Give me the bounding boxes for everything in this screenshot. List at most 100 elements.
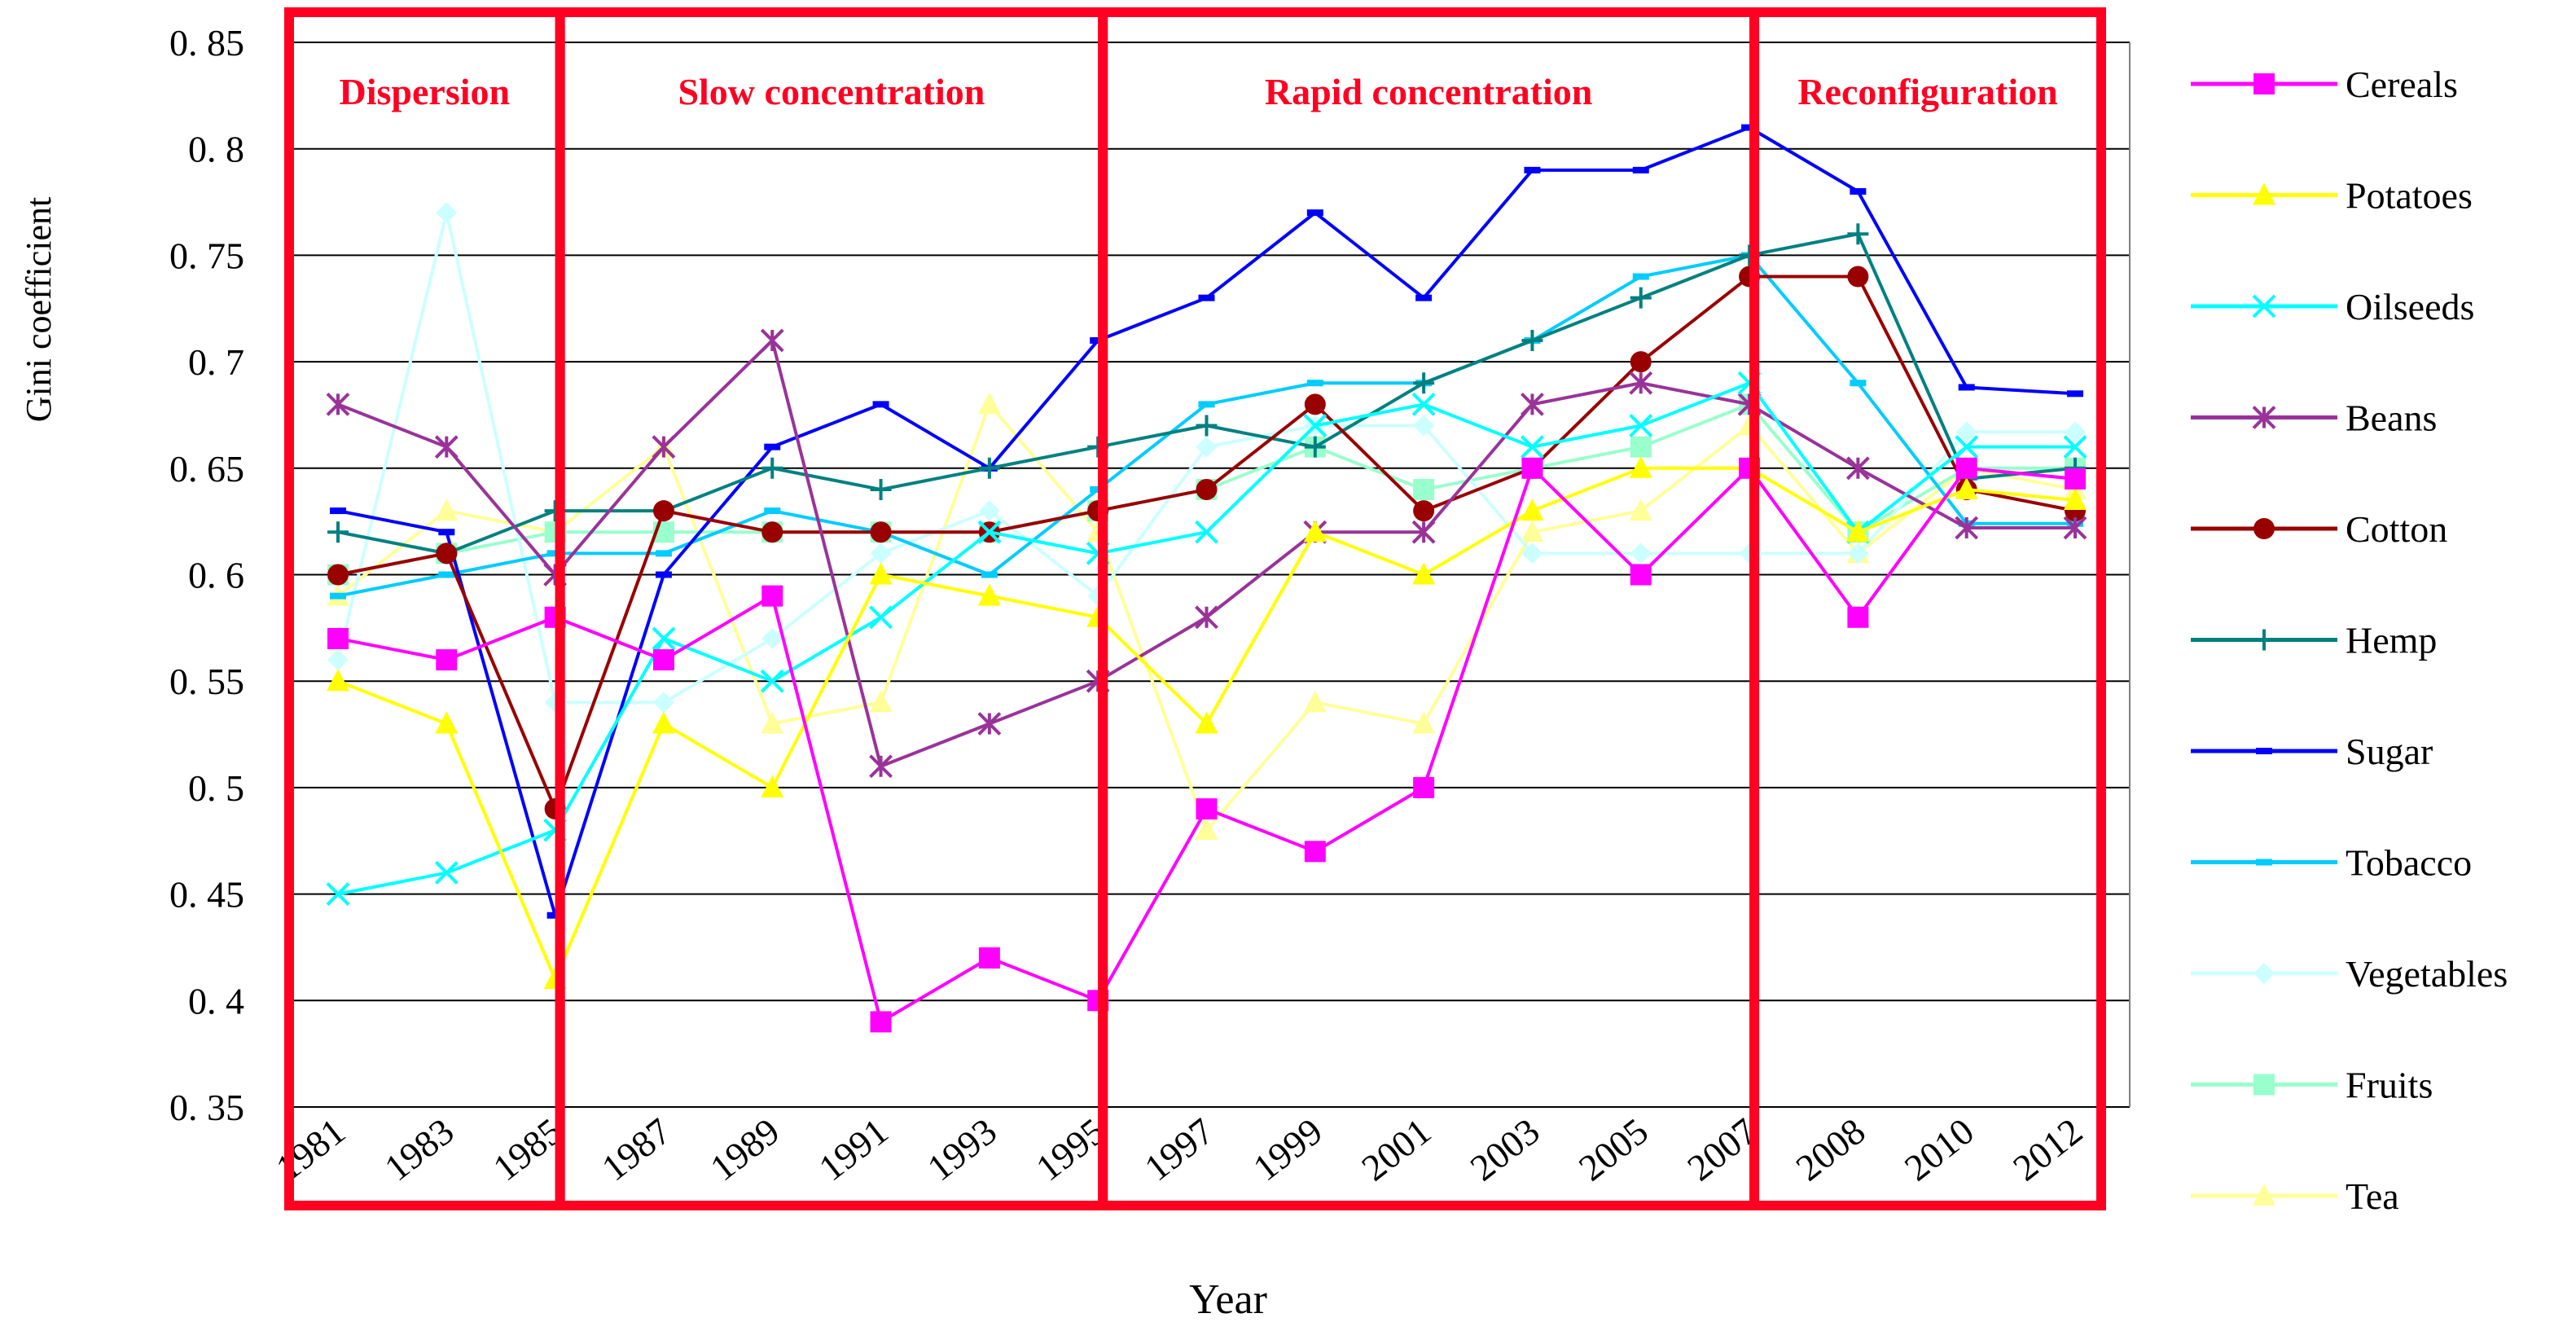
data-point bbox=[652, 626, 676, 651]
data-point bbox=[1524, 166, 1541, 174]
legend-item-fruits: Fruits bbox=[2191, 1065, 2433, 1106]
data-point bbox=[764, 443, 781, 450]
legend-item-hemp: Hemp bbox=[2191, 620, 2437, 661]
y-tick-label: 0. 35 bbox=[169, 1087, 244, 1128]
data-point bbox=[1411, 392, 1436, 416]
data-point bbox=[2065, 468, 2086, 490]
legend-item-sugar: Sugar bbox=[2191, 731, 2433, 772]
phase-label: Reconfiguration bbox=[1797, 71, 2057, 112]
legend-label: Tea bbox=[2346, 1175, 2399, 1217]
series-lines bbox=[326, 124, 2087, 1033]
data-point bbox=[2252, 294, 2276, 318]
data-point bbox=[330, 507, 346, 515]
legend-item-beans: Beans bbox=[2191, 398, 2437, 439]
legend-label: Tobacco bbox=[2346, 842, 2472, 884]
data-point bbox=[652, 711, 675, 734]
data-point bbox=[327, 649, 349, 671]
data-point bbox=[1413, 500, 1435, 522]
data-point bbox=[760, 328, 784, 353]
data-point bbox=[1306, 380, 1323, 387]
data-point bbox=[978, 500, 1000, 522]
y-tick-label: 0. 6 bbox=[188, 555, 244, 596]
data-point bbox=[1847, 543, 1869, 564]
data-point bbox=[438, 529, 455, 536]
data-point bbox=[2063, 516, 2087, 540]
data-point bbox=[1304, 393, 1326, 415]
data-point bbox=[981, 571, 998, 578]
y-tick-label: 0. 55 bbox=[169, 661, 244, 702]
data-point bbox=[761, 775, 784, 797]
legend-label: Oilseeds bbox=[2346, 286, 2474, 327]
data-point bbox=[1521, 435, 1544, 459]
data-point bbox=[978, 457, 1000, 479]
data-point bbox=[2256, 859, 2272, 866]
data-point bbox=[761, 585, 783, 607]
data-point bbox=[652, 435, 676, 459]
data-point bbox=[2253, 73, 2275, 94]
legend-label: Vegetables bbox=[2346, 953, 2508, 995]
data-point bbox=[1955, 457, 1977, 479]
data-point bbox=[1195, 520, 1218, 544]
data-point bbox=[435, 711, 459, 734]
data-point bbox=[1850, 380, 1867, 387]
data-point bbox=[869, 754, 893, 779]
legend-item-cereals: Cereals bbox=[2191, 64, 2458, 105]
phase-label: Rapid concentration bbox=[1265, 71, 1593, 112]
data-point bbox=[1847, 606, 1869, 628]
data-point bbox=[434, 861, 459, 885]
data-point bbox=[434, 435, 459, 459]
data-point bbox=[1303, 690, 1327, 713]
data-point bbox=[1847, 266, 1869, 288]
data-point bbox=[1412, 711, 1436, 734]
legend-label: Cereals bbox=[2346, 64, 2458, 105]
data-point bbox=[655, 550, 672, 557]
data-point bbox=[1847, 223, 1869, 245]
data-point bbox=[652, 649, 674, 671]
data-point bbox=[326, 882, 350, 907]
data-point bbox=[761, 711, 784, 734]
data-point bbox=[1521, 543, 1543, 564]
data-point bbox=[2063, 435, 2087, 459]
data-point bbox=[436, 649, 458, 671]
data-point bbox=[1198, 401, 1215, 408]
data-point bbox=[436, 543, 458, 564]
data-point bbox=[1304, 841, 1326, 863]
y-tick-label: 0. 4 bbox=[188, 980, 244, 1021]
data-point bbox=[977, 712, 1002, 736]
data-point bbox=[1958, 384, 1975, 391]
data-point bbox=[1303, 414, 1327, 437]
data-point bbox=[1629, 414, 1653, 437]
phase-box bbox=[1749, 7, 2106, 1210]
data-point bbox=[1630, 564, 1652, 586]
y-tick-label: 0. 75 bbox=[169, 235, 244, 276]
data-point bbox=[2253, 1184, 2275, 1206]
x-axis-label: Year bbox=[1189, 1276, 1267, 1323]
legend: Cereals Potatoes Oilseeds Beans Cotton Hemp Su… bbox=[2191, 64, 2508, 1217]
data-point bbox=[977, 520, 1002, 544]
phase-label: Dispersion bbox=[340, 71, 511, 112]
data-point bbox=[1632, 273, 1649, 280]
data-point bbox=[2253, 963, 2275, 984]
data-point bbox=[1955, 421, 1977, 443]
data-point bbox=[652, 500, 674, 522]
data-point bbox=[1196, 415, 1218, 437]
legend-label: Beans bbox=[2346, 398, 2437, 439]
data-point bbox=[1196, 798, 1218, 820]
data-point bbox=[870, 521, 892, 543]
data-point bbox=[2253, 1074, 2275, 1096]
data-point bbox=[2256, 748, 2272, 754]
data-point bbox=[1303, 520, 1327, 543]
data-point bbox=[655, 571, 672, 578]
y-tick-label: 0. 85 bbox=[169, 22, 244, 64]
data-point bbox=[1412, 562, 1436, 585]
data-point bbox=[2253, 629, 2275, 651]
data-point bbox=[2252, 406, 2276, 429]
data-point bbox=[1630, 351, 1652, 373]
data-point bbox=[1955, 435, 1979, 459]
data-point bbox=[978, 947, 1000, 969]
data-point bbox=[1845, 456, 1870, 481]
data-point bbox=[1850, 187, 1867, 195]
data-point bbox=[1629, 455, 1652, 478]
